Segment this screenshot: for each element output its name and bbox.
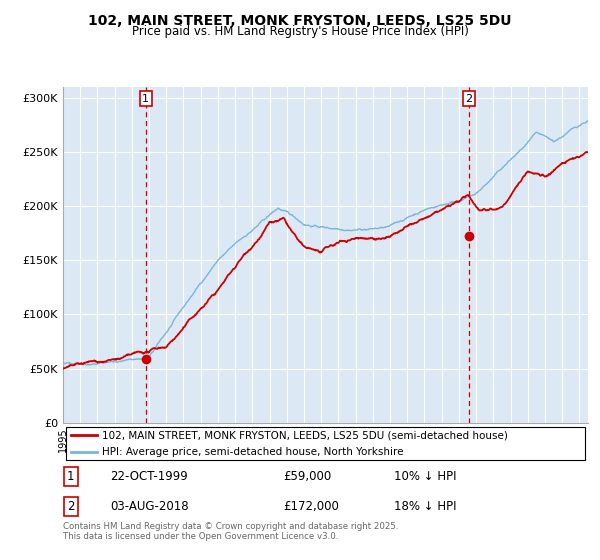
Text: 2: 2 — [466, 94, 472, 104]
Text: 10% ↓ HPI: 10% ↓ HPI — [394, 470, 456, 483]
Text: £172,000: £172,000 — [284, 500, 340, 513]
Text: 1: 1 — [142, 94, 149, 104]
Text: 102, MAIN STREET, MONK FRYSTON, LEEDS, LS25 5DU (semi-detached house): 102, MAIN STREET, MONK FRYSTON, LEEDS, L… — [103, 431, 508, 440]
Text: Contains HM Land Registry data © Crown copyright and database right 2025.
This d: Contains HM Land Registry data © Crown c… — [63, 522, 398, 542]
Text: 102, MAIN STREET, MONK FRYSTON, LEEDS, LS25 5DU: 102, MAIN STREET, MONK FRYSTON, LEEDS, L… — [88, 14, 512, 28]
FancyBboxPatch shape — [65, 427, 585, 460]
Text: Price paid vs. HM Land Registry's House Price Index (HPI): Price paid vs. HM Land Registry's House … — [131, 25, 469, 38]
Text: £59,000: £59,000 — [284, 470, 332, 483]
Text: 22-OCT-1999: 22-OCT-1999 — [110, 470, 188, 483]
Text: HPI: Average price, semi-detached house, North Yorkshire: HPI: Average price, semi-detached house,… — [103, 447, 404, 457]
Text: 2: 2 — [67, 500, 74, 513]
Text: 18% ↓ HPI: 18% ↓ HPI — [394, 500, 456, 513]
Text: 1: 1 — [67, 470, 74, 483]
Text: 03-AUG-2018: 03-AUG-2018 — [110, 500, 189, 513]
